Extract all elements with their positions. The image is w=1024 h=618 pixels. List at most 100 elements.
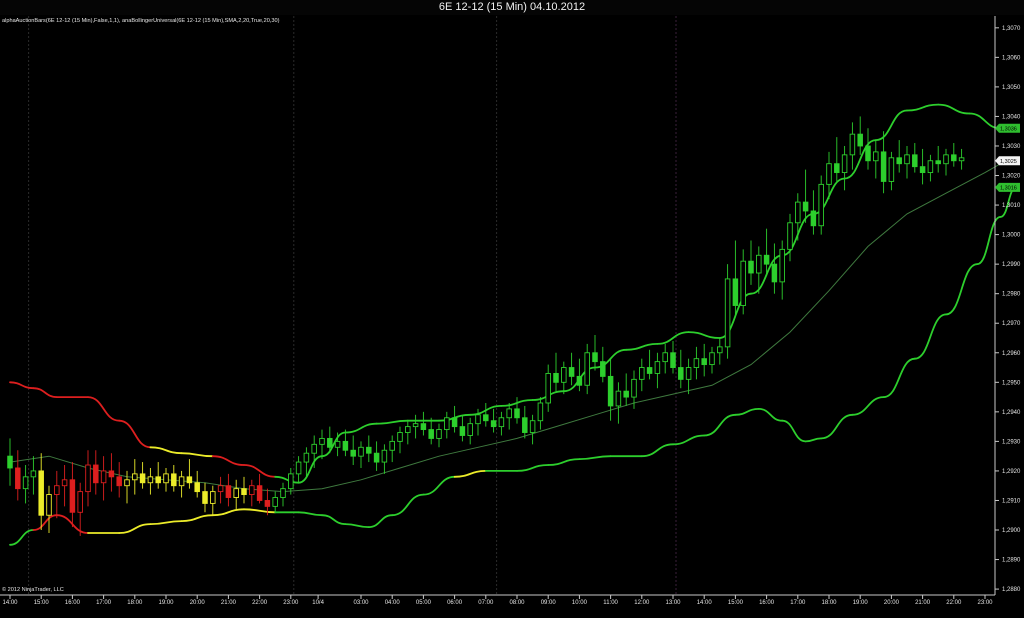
x-tick-label: 21:00 (915, 600, 931, 606)
candle-body (545, 372, 551, 404)
lower-band-segment (913, 313, 947, 360)
candle-body (756, 254, 762, 274)
x-tick: 15:00 (728, 595, 744, 606)
price-tags: 1,3036 1,3025 1,3016 (995, 123, 1020, 192)
candle-body (412, 423, 419, 428)
candle-body (405, 426, 411, 433)
candle (826, 151, 832, 200)
x-tick: 21:00 (915, 595, 931, 606)
x-tick-label: 19:00 (158, 600, 174, 606)
upper-band-segment (906, 103, 940, 112)
y-tick-label: 1,3010 (1002, 203, 1021, 209)
candle-body (280, 488, 286, 498)
candle (553, 352, 559, 392)
x-tick: 21:00 (221, 595, 237, 606)
candle-body (506, 408, 512, 419)
candle-body (163, 473, 169, 484)
candle (709, 346, 715, 374)
x-tick-label: 11:00 (603, 600, 618, 606)
candle-body (132, 473, 138, 481)
x-tick-label: 07:00 (478, 600, 494, 606)
x-tick-label: 12:00 (634, 600, 650, 606)
y-tick-label: 1,3040 (1002, 114, 1021, 120)
candle (85, 450, 91, 507)
candle (264, 488, 271, 516)
upper-band-segment (375, 419, 409, 425)
x-tick: 19:00 (158, 595, 174, 606)
y-tick: 1,3060 (995, 55, 1021, 61)
y-tick: 1,3020 (995, 174, 1021, 180)
candle (787, 213, 793, 262)
candle (249, 479, 255, 507)
x-tick: 04:00 (385, 595, 401, 606)
upper-band-segment (149, 446, 183, 455)
candle (358, 441, 364, 468)
y-tick: 1,2940 (995, 410, 1021, 416)
candle-body (116, 476, 122, 487)
candle-body (288, 473, 294, 490)
y-tick-label: 1,2900 (1002, 528, 1021, 534)
candle-body (709, 352, 715, 366)
candle-body (600, 361, 606, 377)
x-tick-label: 04:00 (385, 600, 401, 606)
lower-band-segment (422, 475, 456, 496)
candle-body (15, 467, 21, 490)
lower-band-segment (882, 357, 916, 398)
candle-body (373, 452, 380, 463)
candle-body (865, 145, 871, 162)
candle-body (54, 485, 60, 496)
x-tick-label: 17:00 (96, 600, 112, 606)
candle (241, 476, 247, 504)
candle-body (592, 352, 598, 363)
candle (280, 482, 286, 507)
y-tick-label: 1,2920 (1002, 469, 1021, 475)
candle-body (436, 429, 442, 439)
y-tick: 1,3070 (995, 26, 1021, 32)
candle (857, 116, 863, 155)
lower-band-segment (391, 493, 425, 517)
candle-body (763, 254, 770, 265)
candle (178, 470, 185, 498)
x-tick: 16:00 (759, 595, 775, 606)
candle (896, 140, 902, 173)
candle-body (779, 248, 785, 283)
lower-band-segment (640, 443, 674, 458)
candle (498, 411, 505, 436)
candle (389, 435, 395, 463)
candle-body (522, 417, 528, 433)
candle-body (217, 485, 224, 493)
candle-body (732, 278, 739, 306)
upper-band-segment (687, 331, 721, 339)
y-tick: 1,3000 (995, 233, 1021, 239)
upper-band-segment (87, 396, 121, 422)
candle-body (319, 437, 325, 445)
candle-body (935, 160, 941, 165)
upper-band-segment (968, 112, 1002, 130)
y-tick: 1,3010 (995, 203, 1021, 209)
candle-body (342, 440, 349, 451)
candle-body (670, 352, 676, 368)
x-tick: 19:00 (853, 595, 868, 606)
y-tick-label: 1,3060 (1002, 55, 1021, 61)
x-tick-label: 15:00 (728, 600, 744, 606)
candle (561, 361, 567, 395)
lower-band-segment (976, 216, 1002, 265)
candle (576, 358, 583, 392)
candle-body (795, 201, 801, 224)
candle (38, 453, 44, 531)
lower-band-segment (578, 455, 612, 460)
candle (303, 447, 310, 477)
price-tag-shape (995, 123, 1020, 133)
price-tag-shape (995, 156, 1020, 166)
candle-body (155, 476, 161, 484)
candle-body (420, 423, 427, 431)
y-tick: 1,2990 (995, 262, 1021, 268)
lower-band-segment (180, 514, 214, 522)
candle (717, 337, 723, 365)
candle (849, 122, 856, 170)
y-tick-label: 1,2890 (1002, 558, 1021, 564)
candle (93, 450, 99, 495)
candle (459, 414, 466, 442)
y-tick-label: 1,2880 (1002, 587, 1021, 593)
